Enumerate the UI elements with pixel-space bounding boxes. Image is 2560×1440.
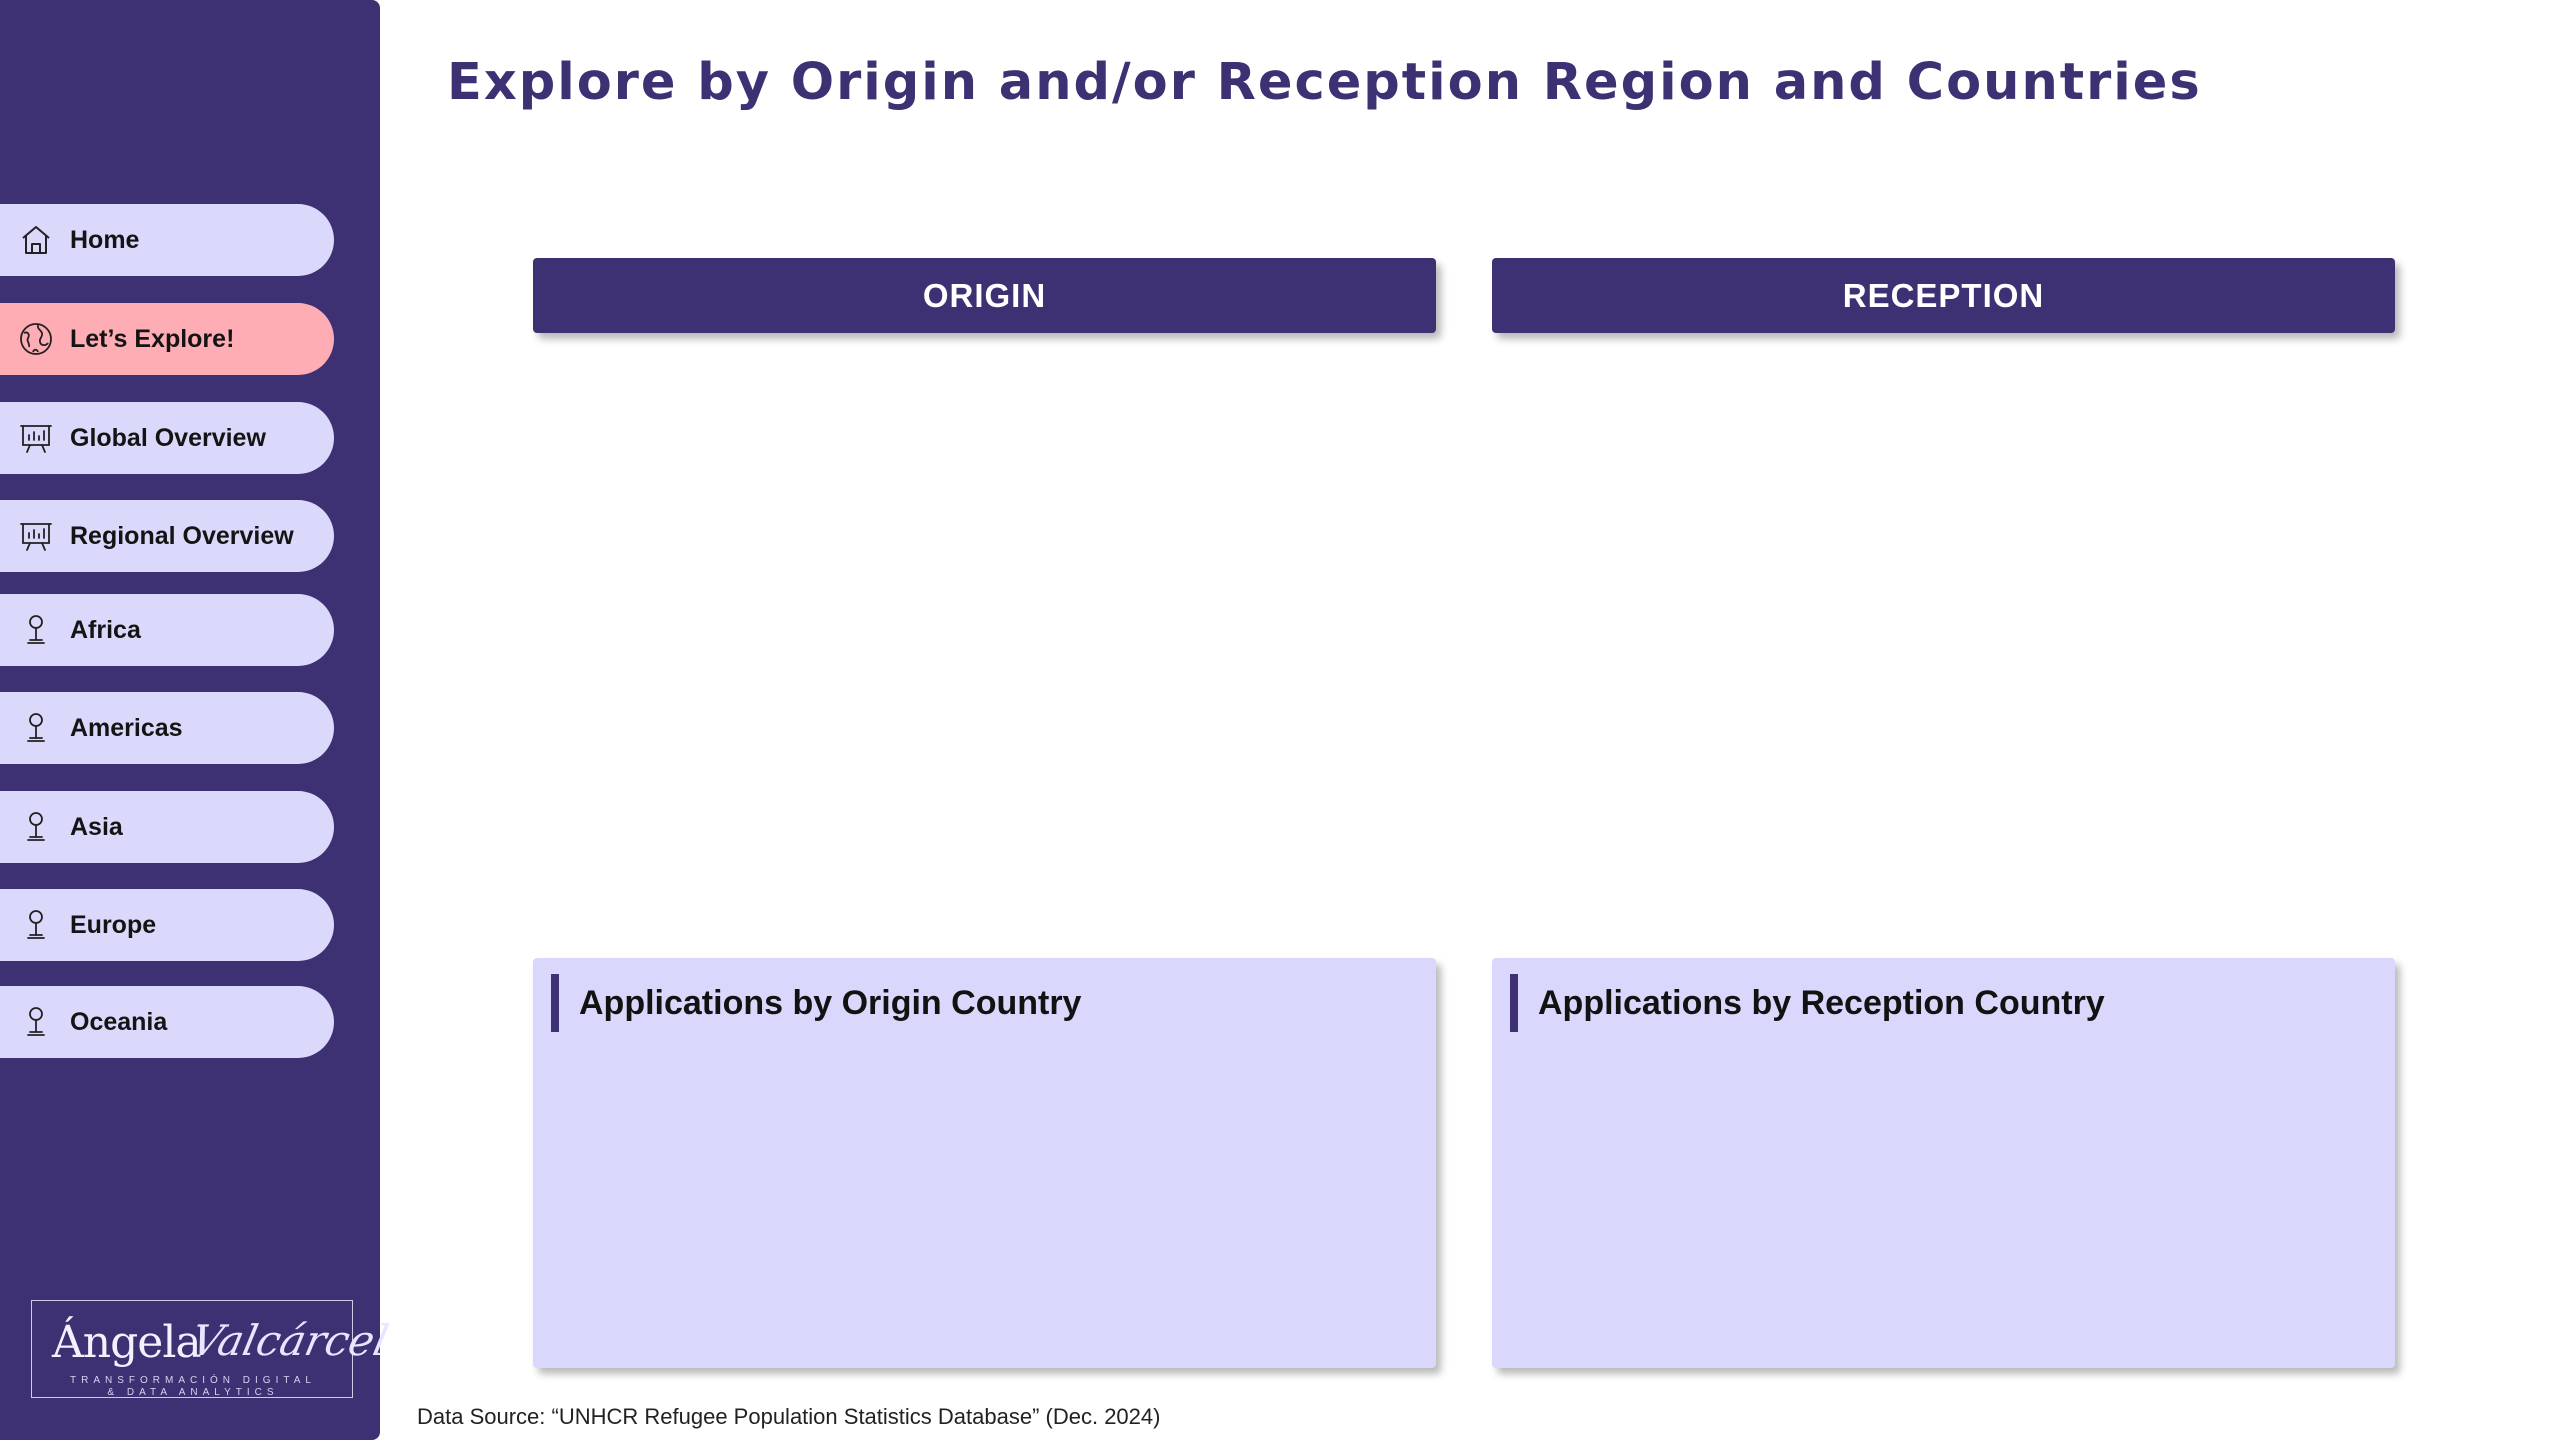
- logo-name: Ángela: [52, 1317, 202, 1368]
- sidebar-item-asia[interactable]: Asia: [0, 791, 334, 863]
- map-pin-icon: [18, 1004, 54, 1040]
- sidebar-item-regional-overview[interactable]: Regional Overview: [0, 500, 334, 572]
- sidebar: Home Let’s Explore! Global Overview: [0, 0, 393, 1440]
- card-title: Applications by Origin Country: [579, 984, 1082, 1022]
- card-accent-bar: [1510, 974, 1518, 1032]
- presentation-board-icon: [18, 420, 54, 456]
- sidebar-item-home[interactable]: Home: [0, 204, 334, 276]
- sidebar-item-label: Global Overview: [70, 424, 266, 452]
- reception-country-card: Applications by Reception Country: [1492, 958, 2395, 1368]
- sidebar-item-label: Home: [70, 226, 140, 254]
- sidebar-item-europe[interactable]: Europe: [0, 889, 334, 961]
- logo-tagline: & DATA ANALYTICS: [107, 1387, 279, 1398]
- sidebar-item-label: Asia: [70, 813, 123, 841]
- data-source-note: Data Source: “UNHCR Refugee Population S…: [417, 1404, 1161, 1429]
- logo-script: Valcárcel: [186, 1316, 393, 1365]
- presentation-board-icon: [18, 518, 54, 554]
- brand-logo: Ángela Valcárcel TRANSFORMACIÓN DIGITAL …: [31, 1300, 393, 1398]
- origin-button[interactable]: ORIGIN: [533, 258, 1436, 333]
- sidebar-item-label: Oceania: [70, 1008, 168, 1036]
- globe-icon: [18, 321, 54, 357]
- sidebar-item-global-overview[interactable]: Global Overview: [0, 402, 334, 474]
- sidebar-item-label: Europe: [70, 911, 157, 939]
- sidebar-item-label: Let’s Explore!: [70, 325, 235, 353]
- page-title: Explore by Origin and/or Reception Regio…: [447, 53, 2202, 112]
- sidebar-item-oceania[interactable]: Oceania: [0, 986, 334, 1058]
- map-pin-icon: [18, 907, 54, 943]
- origin-country-card: Applications by Origin Country: [533, 958, 1436, 1368]
- sidebar-item-lets-explore[interactable]: Let’s Explore!: [0, 303, 334, 375]
- map-pin-icon: [18, 809, 54, 845]
- sidebar-item-africa[interactable]: Africa: [0, 594, 334, 666]
- card-title: Applications by Reception Country: [1538, 984, 2105, 1022]
- map-pin-icon: [18, 710, 54, 746]
- sidebar-item-label: Regional Overview: [70, 522, 294, 550]
- card-accent-bar: [551, 974, 559, 1032]
- reception-button[interactable]: RECEPTION: [1492, 258, 2395, 333]
- sidebar-item-label: Americas: [70, 714, 183, 742]
- home-icon: [18, 222, 54, 258]
- logo-tagline: TRANSFORMACIÓN DIGITAL: [70, 1375, 316, 1386]
- sidebar-item-americas[interactable]: Americas: [0, 692, 334, 764]
- map-pin-icon: [18, 612, 54, 648]
- sidebar-item-label: Africa: [70, 616, 141, 644]
